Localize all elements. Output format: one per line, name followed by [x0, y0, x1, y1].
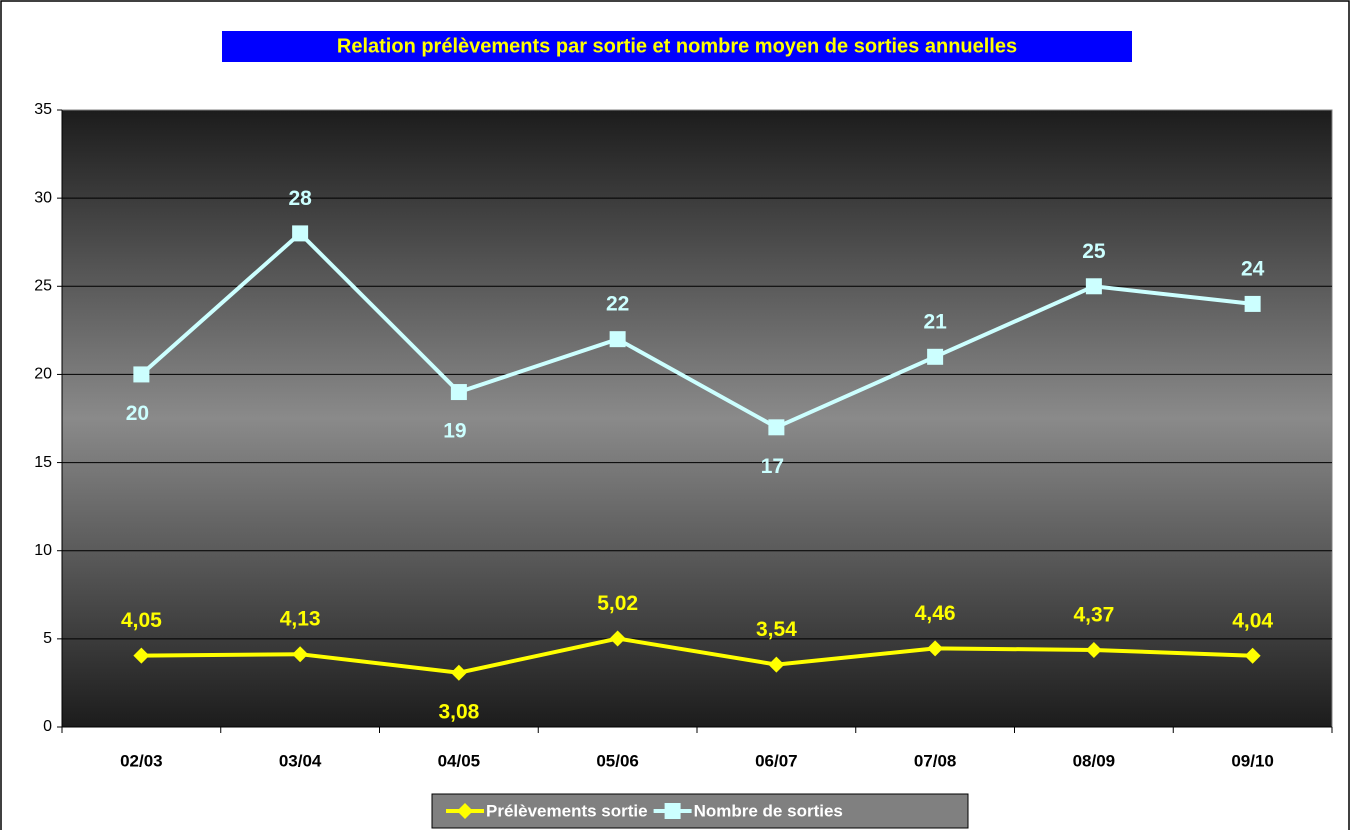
- marker: [768, 419, 785, 436]
- y-tick-label: 30: [34, 189, 52, 206]
- data-label: 22: [606, 293, 629, 316]
- data-label: 4,13: [280, 608, 321, 631]
- x-tick-label: 06/07: [755, 751, 798, 770]
- plot-area: [61, 109, 1333, 728]
- y-tick-label: 25: [34, 278, 52, 295]
- series-line: [140, 230, 1253, 430]
- y-tick-label: 20: [34, 366, 52, 383]
- marker: [927, 640, 944, 657]
- x-tick-label: 07/08: [914, 751, 957, 770]
- marker: [927, 348, 944, 365]
- marker: [457, 803, 473, 819]
- data-label: 19: [443, 420, 466, 443]
- marker: [609, 331, 626, 348]
- data-label: 4,46: [915, 602, 956, 625]
- y-tick-label: 35: [34, 101, 52, 118]
- x-tick-label: 09/10: [1231, 751, 1274, 770]
- y-tick-label: 0: [43, 718, 52, 735]
- x-tick-label: 05/06: [596, 751, 639, 770]
- marker: [133, 647, 150, 664]
- data-label: 5,02: [597, 592, 638, 615]
- data-label: 24: [1241, 257, 1265, 280]
- data-label: 4,05: [121, 609, 162, 632]
- legend: [431, 793, 969, 829]
- series-line: [141, 636, 1253, 675]
- y-tick-label: 15: [34, 454, 52, 471]
- title-box: [222, 31, 1132, 62]
- chart-title: Relation prélèvements par sortie et nomb…: [337, 35, 1017, 57]
- x-tick-label: 02/03: [120, 751, 163, 770]
- data-label: 25: [1082, 240, 1106, 263]
- marker: [450, 664, 467, 681]
- legend-label: Prélèvements sortie: [486, 801, 648, 820]
- marker: [609, 630, 626, 647]
- y-tick-label: 5: [43, 630, 52, 647]
- marker: [1085, 641, 1102, 658]
- marker: [450, 384, 467, 401]
- legend-label: Nombre de sorties: [694, 801, 843, 820]
- data-label: 28: [288, 187, 312, 210]
- x-tick-label: 08/09: [1073, 751, 1116, 770]
- marker: [1244, 295, 1261, 312]
- marker: [664, 803, 681, 819]
- marker: [292, 225, 309, 242]
- data-label: 21: [923, 310, 947, 333]
- marker: [768, 656, 785, 673]
- marker: [292, 646, 309, 663]
- data-label: 20: [126, 402, 149, 425]
- marker: [1085, 278, 1102, 295]
- data-label: 3,54: [756, 618, 797, 641]
- x-tick-label: 04/05: [438, 751, 481, 770]
- y-tick-label: 10: [34, 542, 52, 559]
- data-label: 4,04: [1232, 609, 1273, 632]
- marker: [133, 366, 150, 383]
- marker: [1244, 647, 1261, 664]
- x-tick-label: 03/04: [279, 751, 322, 770]
- data-label: 3,08: [438, 700, 479, 723]
- data-label: 17: [761, 455, 784, 478]
- data-label: 4,37: [1073, 604, 1114, 627]
